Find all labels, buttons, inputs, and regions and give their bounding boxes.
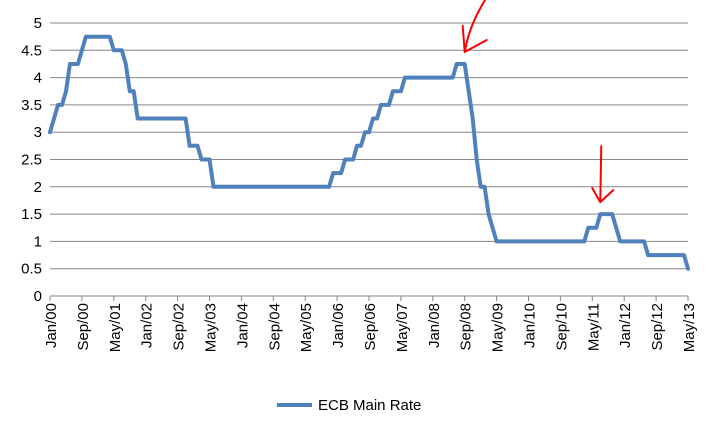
y-tick-label: 4.5 xyxy=(21,42,42,59)
annotations-layer xyxy=(461,0,615,204)
x-tick-label: Sep/02 xyxy=(171,303,188,351)
x-tick-label: May/09 xyxy=(490,303,507,352)
x-tick-label: Jan/04 xyxy=(234,303,251,348)
y-tick-label: 2 xyxy=(34,179,42,196)
series-layer xyxy=(48,34,690,271)
x-tick-label: Jan/08 xyxy=(426,303,443,348)
x-tick-label: Sep/06 xyxy=(362,303,379,351)
y-tick-label: 5 xyxy=(34,15,42,32)
red-arrow-annotation xyxy=(461,0,488,53)
x-tick-label: Sep/00 xyxy=(75,303,92,351)
legend-label: ECB Main Rate xyxy=(318,397,421,414)
y-tick-label: 0 xyxy=(34,288,42,305)
x-tick-label: Jan/00 xyxy=(43,303,60,348)
x-tick-label: Sep/08 xyxy=(458,303,475,351)
x-tick-label: Jan/02 xyxy=(139,303,156,348)
x-tick-label: Sep/04 xyxy=(266,303,283,351)
arrow-shaft xyxy=(463,0,487,53)
red-arrow-annotation xyxy=(591,145,615,204)
y-tick-label: 3.5 xyxy=(21,97,42,114)
arrow-head xyxy=(591,187,615,204)
x-tick-label: Jan/10 xyxy=(522,303,539,348)
x-tick-label: May/07 xyxy=(394,303,411,352)
legend: ECB Main Rate xyxy=(277,397,421,414)
y-axis-tick-labels: 0 0.5 1 1.5 2 2.5 3 3.5 4 4.5 5 xyxy=(21,15,42,305)
arrow-head xyxy=(461,24,488,53)
x-axis-tick-labels: Jan/00 Sep/00 May/01 Jan/02 Sep/02 May/03 Jan/… xyxy=(43,303,698,352)
y-tick-label: 1.5 xyxy=(21,206,42,223)
x-tick-label: May/11 xyxy=(585,303,602,351)
x-tick-label: Sep/10 xyxy=(553,303,570,351)
y-tick-label: 0.5 xyxy=(21,261,42,278)
series-line-ecb-main-rate xyxy=(48,34,690,271)
x-tick-label: May/05 xyxy=(298,303,315,352)
y-tick-label: 3 xyxy=(34,124,42,141)
x-tick-label: May/13 xyxy=(681,303,698,352)
x-axis xyxy=(49,295,689,301)
gridlines xyxy=(50,22,688,270)
y-tick-label: 4 xyxy=(34,70,42,87)
y-tick-label: 1 xyxy=(34,233,42,250)
y-tick-label: 2.5 xyxy=(21,152,42,169)
x-tick-label: Jan/06 xyxy=(330,303,347,348)
x-tick-label: Jan/12 xyxy=(617,303,634,348)
arrow-shaft xyxy=(599,145,603,204)
x-tick-label: May/01 xyxy=(107,303,124,352)
x-tick-label: May/03 xyxy=(203,303,220,352)
x-tick-label: Sep/12 xyxy=(649,303,666,351)
